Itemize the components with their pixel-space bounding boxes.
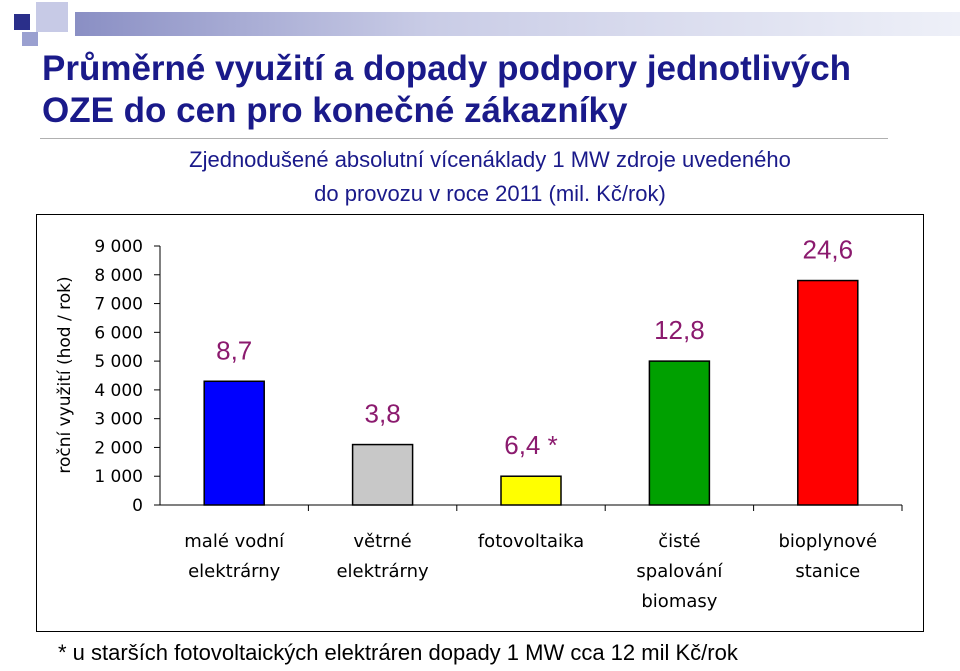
y-tick-label: 9 000 [94,237,143,257]
y-tick-label: 3 000 [94,410,143,430]
bar [648,360,711,506]
y-tick-label: 6 000 [94,323,143,343]
bar [500,475,562,506]
y-tick-label: 4 000 [94,381,143,401]
category-label: elektrárny [336,561,429,582]
y-tick-label: 2 000 [94,438,143,458]
data-label: 12,8 [654,315,705,345]
data-label: 6,4 * [504,430,558,460]
bar [203,380,265,506]
category-label: biomasy [641,591,717,612]
category-label: fotovoltaika [478,531,584,552]
y-tick-label: 5 000 [94,352,143,372]
y-tick-label: 1 000 [94,467,143,487]
y-axis-label: roční využití (hod / rok) [55,276,75,473]
subtitle-line-1: Zjednodušené absolutní vícenáklady 1 MW … [189,147,791,172]
slide-subtitle: Zjednodušené absolutní vícenáklady 1 MW … [30,143,950,211]
bar [351,443,414,506]
slide-title: Průměrné využití a dopady podpory jednot… [42,49,852,130]
deco-square-dark [14,14,30,30]
chart-frame [36,214,924,632]
footnote: * u starších fotovoltaických elektráren … [58,640,738,665]
data-label: 8,7 [216,335,252,365]
y-tick-label: 0 [132,496,143,516]
category-label: čisté [658,531,700,552]
bar [797,279,859,506]
deco-square-light [36,2,68,32]
category-label: elektrárny [188,561,281,582]
category-label: větrné [353,531,411,552]
title-divider [40,138,888,139]
y-tick-label: 8 000 [94,266,143,286]
category-label: bioplynové [778,531,877,552]
category-label: malé vodní [184,531,285,552]
header-bar [75,12,960,36]
category-label: stanice [795,561,860,582]
y-tick-label: 7 000 [94,295,143,315]
category-label: spalování [636,561,723,582]
data-label: 3,8 [365,399,401,429]
deco-square-mid [22,32,38,46]
subtitle-line-2: do provozu v roce 2011 (mil. Kč/rok) [314,181,666,206]
data-label: 24,6 [802,235,853,265]
